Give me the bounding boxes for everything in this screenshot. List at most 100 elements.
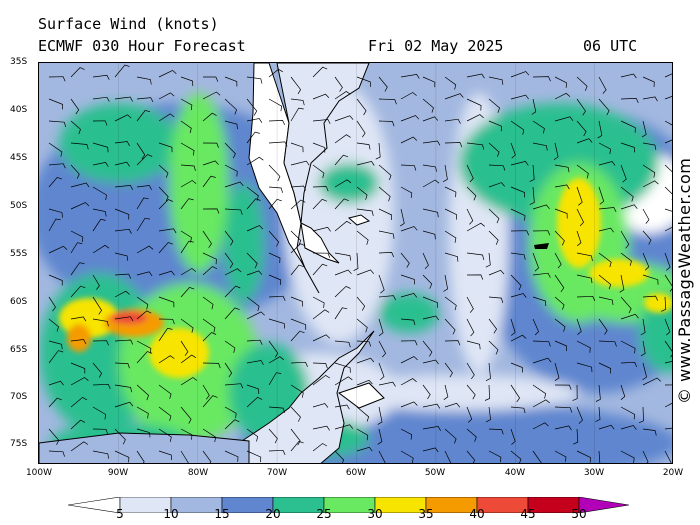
wind-barb (334, 76, 343, 92)
credit-label: © www.PassageWeather.com (675, 157, 694, 404)
wind-barb (158, 318, 175, 325)
wind-barb (290, 384, 304, 398)
wind-barb (114, 114, 132, 122)
wind-barb (290, 142, 304, 153)
wind-speed-shading (39, 83, 672, 463)
wind-barb (664, 164, 672, 173)
wind-barb (48, 176, 63, 188)
wind-barb (664, 402, 672, 408)
patagonia-land (276, 63, 370, 224)
wind-barb (136, 142, 146, 160)
colorbar-tick-10: 10 (163, 507, 179, 521)
wind-barb (70, 316, 87, 322)
wind-barb (488, 142, 500, 157)
wind-barb (378, 164, 392, 181)
wind-barb (224, 307, 240, 320)
wind-barb (422, 384, 431, 400)
wind-barb (576, 295, 596, 301)
wind-barb (488, 98, 501, 113)
wind-barb (510, 186, 525, 198)
wind-barb (444, 428, 457, 444)
wind-barb (488, 428, 504, 435)
wind-barb (92, 74, 110, 80)
wind-barb (576, 362, 593, 373)
wind-barb (70, 230, 84, 243)
wind-barb (158, 384, 172, 399)
wind-barb (268, 356, 285, 364)
wind-barb (620, 384, 626, 400)
wind-barb (48, 450, 65, 457)
wind-barb (48, 76, 66, 82)
wind-barb (114, 208, 130, 220)
wind-barb (48, 397, 62, 408)
wind-barb (158, 142, 173, 153)
wind-barb (554, 230, 565, 246)
wind-barb (576, 340, 591, 353)
wind-barb (224, 120, 238, 130)
wind-barb (158, 164, 169, 178)
wind-barb (268, 428, 278, 444)
wind-barb (48, 350, 64, 364)
lat-label-40s: 40S (10, 105, 28, 115)
wind-barb (377, 406, 383, 425)
wind-barb (598, 76, 607, 94)
wind-barb (246, 296, 260, 312)
wind-barb (620, 164, 627, 183)
wind-barb (334, 134, 351, 144)
lon-label-60w: 60W (345, 468, 367, 478)
wind-barb (642, 208, 650, 224)
lat-label-55s: 55S (10, 249, 28, 259)
wind-barb (48, 318, 59, 332)
wind-barb (466, 340, 481, 350)
wind-barb (554, 406, 573, 413)
wind-barb (356, 208, 374, 216)
wind-barb (312, 142, 326, 153)
wind-barb (70, 202, 90, 210)
wind-barb (180, 230, 192, 243)
wind-barb (114, 428, 126, 445)
valid-time-label: 06 UTC (583, 37, 638, 55)
wind-barb (114, 141, 130, 147)
wind-barb (642, 180, 659, 188)
wind-barb (640, 340, 646, 357)
wind-barb (136, 217, 150, 232)
wind-barb (356, 340, 372, 347)
wind-barb (312, 93, 330, 100)
wind-barb (202, 384, 210, 400)
wind-barb (378, 381, 396, 387)
wind-barb (158, 296, 175, 308)
wind-barb (400, 340, 418, 346)
wind-barb (444, 450, 452, 463)
wind-barb (268, 164, 281, 182)
wind-barb (70, 164, 80, 179)
wind-barb (202, 395, 218, 408)
wind-barb (92, 450, 110, 459)
wind-barb (136, 296, 149, 310)
wind-barb (268, 141, 288, 147)
wind-barb (598, 252, 612, 268)
wind-barb (114, 228, 132, 234)
wind-barb (158, 450, 172, 461)
wind-barb (510, 384, 521, 403)
south-america-land (248, 63, 320, 294)
wind-barb (510, 94, 529, 100)
wind-barb (572, 384, 578, 401)
wind-barb (290, 243, 306, 254)
wind-barb (158, 242, 174, 254)
wind-barb (378, 450, 386, 463)
wind-barb (70, 419, 86, 430)
wind-barb (312, 403, 329, 408)
wind-barb (510, 142, 516, 159)
wind-barb (92, 383, 111, 390)
wind-barb (92, 186, 107, 200)
wind-barb (640, 318, 646, 336)
wind-barb (422, 230, 436, 240)
wind-barb (48, 245, 68, 254)
lon-label-40w: 40W (504, 468, 526, 478)
wind-barb (136, 245, 154, 254)
wind-barb (180, 354, 197, 364)
wind-barb (642, 274, 659, 285)
wind-barb (598, 98, 610, 116)
wind-barb (92, 218, 106, 232)
wind-barb (246, 311, 265, 320)
